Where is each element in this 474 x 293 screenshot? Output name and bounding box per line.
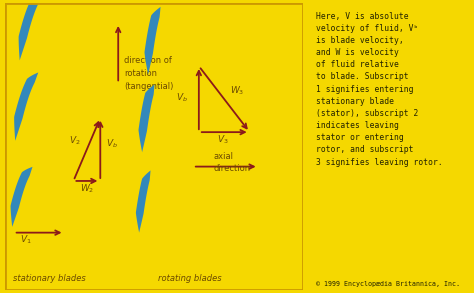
Polygon shape [10,167,33,227]
Text: © 1999 Encyclopædia Britannica, Inc.: © 1999 Encyclopædia Britannica, Inc. [316,281,460,287]
Polygon shape [138,84,155,152]
Text: $W_3$: $W_3$ [230,84,245,97]
Text: $V_b$: $V_b$ [106,137,118,150]
Text: axial: axial [214,152,234,161]
Bar [5,3,303,290]
Text: direction: direction [214,163,251,173]
Text: rotation: rotation [124,69,157,78]
Text: $V_3$: $V_3$ [217,133,228,146]
Text: $V_1$: $V_1$ [20,234,31,246]
Text: $V_b$: $V_b$ [176,91,188,104]
Text: stationary blades: stationary blades [13,274,86,283]
Text: rotating blades: rotating blades [158,274,222,283]
Polygon shape [18,0,43,60]
Text: $W_2$: $W_2$ [80,182,94,195]
Text: Here, V is absolute
velocity of fluid, Vᵇ
is blade velocity,
and W is velocity
o: Here, V is absolute velocity of fluid, V… [316,12,443,166]
Polygon shape [14,72,38,141]
Text: direction of: direction of [124,56,172,65]
Text: (tangential): (tangential) [124,82,173,91]
Polygon shape [136,171,151,233]
Polygon shape [145,7,161,75]
Text: $V_2$: $V_2$ [69,134,81,147]
